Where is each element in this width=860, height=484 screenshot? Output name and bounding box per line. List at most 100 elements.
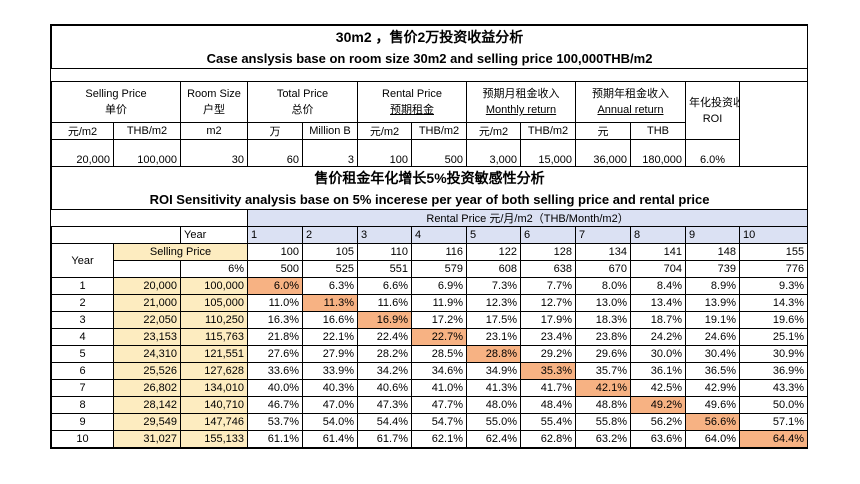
row-year: 4 [51,328,114,346]
row-price-thb: 110,250 [180,311,248,329]
roi-cell: 25.1% [738,328,809,346]
roi-cell: 19.1% [685,311,740,329]
total-price-header: Total Price 总价 [247,81,358,123]
roi-cell: 19.6% [738,311,809,329]
roi-cell: 46.7% [247,396,303,414]
roi-cell: 36.1% [630,362,686,380]
row-year: 5 [51,345,114,363]
roi-cell: 23.8% [575,328,631,346]
roi-en: ROI [702,112,723,125]
value-cell: 100 [357,139,412,167]
roi-cell: 30.9% [738,345,809,363]
monthly-en: Monthly return [485,104,557,116]
annual-en: Annual return [597,104,664,116]
unit-cell: 元 [575,122,631,140]
year-row-label: Year [51,243,114,278]
summary-header-row: Selling Price 单价 Room Size 户型 Total Pric… [51,81,808,140]
roi-cell-highlight: 42.1% [575,379,631,397]
rent-thb-cell: 739 [685,260,740,278]
row-year: 1 [51,277,114,295]
roi-cell: 54.7% [411,413,467,431]
roi-cell: 36.9% [738,362,809,380]
roi-cell: 29.6% [575,345,631,363]
row-year: 3 [51,311,114,329]
year-col-header: 10 [738,226,809,244]
row-price-thb: 105,000 [180,294,248,312]
value-cell: 3 [302,139,358,167]
roi-row: 4 23,153 115,763 21.8% 22.1% 22.4% 22.7% 23.1% 2… [51,328,809,346]
monthly-return-header: 预期月租金收入 Monthly return [466,81,576,123]
rent-cny-row: Year Selling Price 100 105 110 116 122 128 134… [51,243,809,278]
roi-cell: 34.2% [357,362,412,380]
year-col-header: 1 [247,226,303,244]
rent-thb-cell: 776 [738,260,809,278]
roi-cell: 61.7% [357,430,412,448]
selling-price-cn: 单价 [105,104,127,116]
row-year: 10 [51,430,114,448]
roi-cell: 49.6% [685,396,740,414]
roi-cell: 56.2% [630,413,686,431]
empty-cell [51,226,181,244]
roi-cell: 43.3% [738,379,809,397]
roi-row: 3 22,050 110,250 16.3% 16.6% 16.9% 17.2% 17.5% 1… [51,311,809,329]
roi-cell: 63.6% [630,430,686,448]
rent-thb-cell: 608 [466,260,521,278]
unit-cell: 万 [247,122,303,140]
sensitivity-title-en: ROI Sensitivity analysis base on 5% ince… [50,189,809,210]
rent-cny-cell: 134 [575,243,631,261]
roi-cell: 62.4% [466,430,521,448]
roi-cell: 62.1% [411,430,467,448]
roi-cell: 12.3% [466,294,521,312]
year-col-header: 3 [357,226,412,244]
unit-cell: 元/m2 [51,122,114,140]
row-year: 8 [51,396,114,414]
rental-header-row: Rental Price 元/月/m2（THB/Month/m2） [51,209,809,227]
roi-cell: 11.9% [411,294,467,312]
roi-row: 1 20,000 100,000 6.0% 6.3% 6.6% 6.9% 7.3% 7.7% 8.… [51,277,809,295]
unit-cell: m2 [180,122,248,140]
rental-price-cn: 预期租金 [390,104,434,116]
roi-cell: 17.9% [520,311,576,329]
spacer [51,68,808,82]
growth-rate: 6% [180,260,248,278]
roi-cell: 55.4% [520,413,576,431]
roi-cell: 50.0% [738,396,809,414]
roi-header: 年化投资收益率 ROI [685,81,740,140]
roi-cell: 17.5% [466,311,521,329]
rent-cny-cell: 155 [738,243,809,261]
roi-cell: 48.8% [575,396,631,414]
row-year: 7 [51,379,114,397]
roi-cell: 61.4% [302,430,358,448]
rent-cny-cell: 100 [247,243,303,261]
roi-cell-highlight: 22.7% [411,328,467,346]
roi-cell: 18.7% [630,311,686,329]
roi-cell: 17.2% [411,311,467,329]
rent-cny-cell: 116 [411,243,467,261]
row-price-cny: 31,027 [113,430,181,448]
roi-cell: 54.4% [357,413,412,431]
roi-cell: 28.5% [411,345,467,363]
roi-cell: 14.3% [738,294,809,312]
roi-matrix: 1 20,000 100,000 6.0% 6.3% 6.6% 6.9% 7.3% 7.7% 8.… [51,277,809,448]
row-price-thb: 115,763 [180,328,248,346]
roi-cell: 47.0% [302,396,358,414]
roi-cell: 13.4% [630,294,686,312]
title-en: Case anslysis base on room size 30m2 and… [50,48,809,69]
rent-cny-cell: 122 [466,243,521,261]
row-price-cny: 28,142 [113,396,181,414]
roi-cell: 13.9% [685,294,740,312]
sensitivity-title-cn: 售价租金年化增长5%投资敏感性分析 [50,166,809,189]
rent-cny-cell: 110 [357,243,412,261]
row-year: 2 [51,294,114,312]
roi-cell: 62.8% [520,430,576,448]
roi-cell: 40.0% [247,379,303,397]
room-size-cn: 户型 [203,104,225,116]
roi-cell: 35.7% [575,362,631,380]
roi-cell: 47.7% [411,396,467,414]
roi-row: 6 25,526 127,628 33.6% 33.9% 34.2% 34.6% 34.9% 3… [51,362,809,380]
row-price-thb: 127,628 [180,362,248,380]
rent-cny-cell: 128 [520,243,576,261]
year-col-header: 6 [520,226,576,244]
row-price-cny: 23,153 [113,328,181,346]
rent-thb-cell: 704 [630,260,686,278]
